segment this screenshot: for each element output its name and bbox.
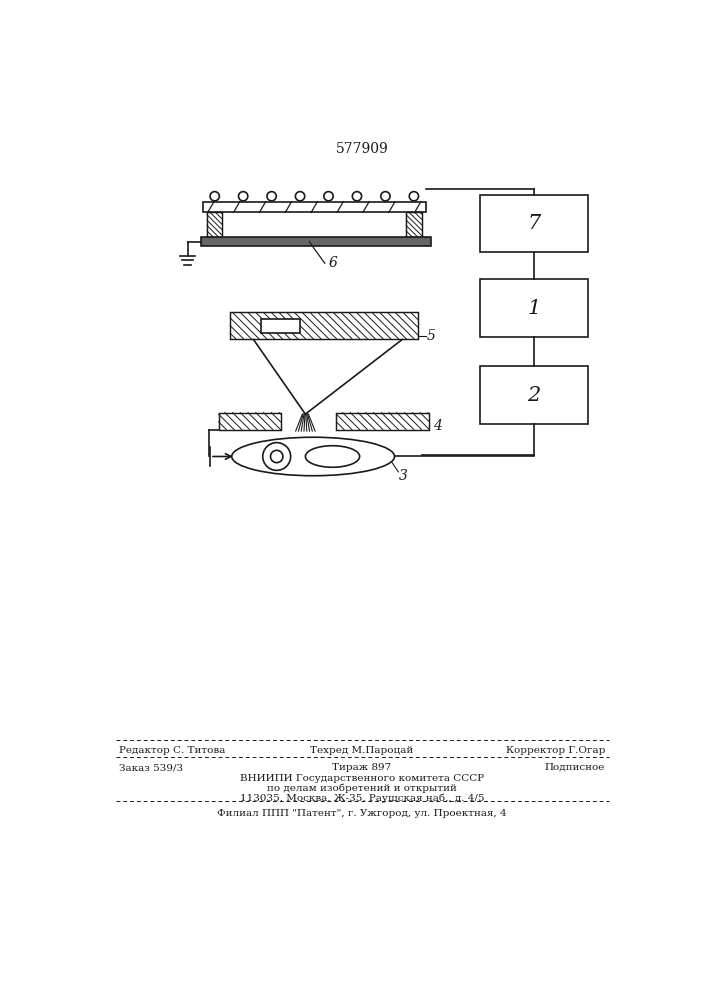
Bar — [480, 366, 588, 424]
Text: по делам изобретений и открытий: по делам изобретений и открытий — [267, 784, 457, 793]
Text: Подписное: Подписное — [545, 763, 605, 772]
Text: Редактор С. Титова: Редактор С. Титова — [119, 746, 226, 755]
Text: Корректор Г.Огар: Корректор Г.Огар — [506, 746, 605, 755]
Circle shape — [271, 450, 283, 463]
Text: Филиал ППП "Патент", г. Ужгород, ул. Проектная, 4: Филиал ППП "Патент", г. Ужгород, ул. Про… — [217, 809, 507, 818]
Bar — [218, 413, 281, 430]
Bar — [230, 312, 418, 339]
Text: Тираж 897: Тираж 897 — [332, 763, 392, 772]
Text: 1: 1 — [527, 299, 541, 318]
Bar — [406, 212, 421, 237]
Bar — [480, 195, 588, 252]
Circle shape — [263, 443, 291, 470]
Text: Техред М.Пароцай: Техред М.Пароцай — [310, 746, 414, 755]
Bar — [207, 212, 223, 237]
Text: 7: 7 — [527, 214, 541, 233]
Text: 3: 3 — [398, 469, 407, 483]
Bar — [203, 202, 426, 212]
Ellipse shape — [305, 446, 360, 467]
Bar — [261, 319, 300, 333]
Text: 2: 2 — [527, 386, 541, 405]
Text: 4: 4 — [433, 419, 442, 433]
Text: ВНИИПИ Государственного комитета СССР: ВНИИПИ Государственного комитета СССР — [240, 774, 484, 783]
Bar — [480, 279, 588, 337]
Bar — [201, 237, 431, 246]
Bar — [337, 413, 429, 430]
Text: Заказ 539/3: Заказ 539/3 — [119, 763, 184, 772]
Text: 6: 6 — [329, 256, 337, 270]
Ellipse shape — [232, 437, 395, 476]
Text: 577909: 577909 — [336, 142, 388, 156]
Text: 113035, Москва, Ж-35, Раушская наб., д. 4/5: 113035, Москва, Ж-35, Раушская наб., д. … — [240, 794, 484, 803]
Text: 5: 5 — [427, 329, 436, 343]
